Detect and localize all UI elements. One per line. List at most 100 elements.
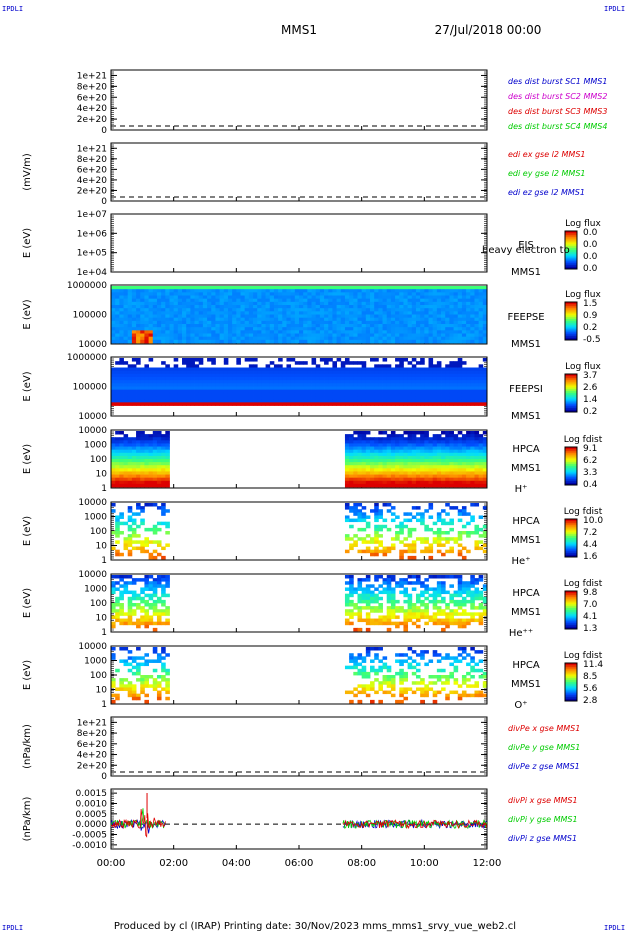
heatmap-cell: [436, 399, 442, 403]
heatmap-cell: [232, 308, 237, 312]
heatmap-cell: [152, 289, 158, 293]
heatmap-cell: [240, 295, 246, 300]
heatmap-cell: [278, 298, 283, 303]
heatmap-cell: [374, 455, 379, 460]
heatmap-cell: [386, 311, 392, 315]
heatmap-cell: [182, 305, 187, 309]
heatmap-cell: [307, 295, 312, 300]
heatmap-cell: [144, 584, 149, 588]
heatmap-cell: [365, 402, 371, 406]
heatmap-cell: [140, 459, 145, 463]
heatmap-cell: [207, 308, 212, 312]
heatmap-cell: [344, 443, 350, 447]
heatmap-cell: [219, 292, 225, 296]
heatmap-cell: [215, 389, 221, 394]
heatmap-cell: [136, 396, 141, 400]
heatmap-cell: [357, 298, 363, 303]
heatmap-cell: [173, 336, 179, 341]
heatmap-cell: [470, 480, 475, 485]
heatmap-cell: [161, 311, 166, 315]
heatmap-cell: [395, 377, 400, 381]
heatmap-cell: [111, 399, 116, 403]
heatmap-cell: [177, 292, 183, 296]
heatmap-cell: [445, 455, 450, 460]
colorbar-cell: [565, 549, 577, 552]
heatmap-cell: [436, 320, 442, 325]
heatmap-cell: [378, 311, 383, 315]
heatmap-cell: [474, 367, 480, 372]
heatmap-cell: [299, 370, 304, 375]
heatmap-cell: [374, 509, 379, 513]
heatmap-cell: [190, 301, 195, 306]
heatmap-cell: [127, 543, 133, 547]
heatmap-cell: [119, 531, 124, 535]
heatmap-cell: [420, 512, 425, 516]
heatmap-cell: [382, 437, 388, 441]
heatmap-cell: [407, 377, 413, 381]
heatmap-cell: [319, 336, 325, 341]
heatmap-cell: [332, 289, 337, 293]
heatmap-cell: [257, 327, 262, 331]
heatmap-cell: [420, 452, 425, 457]
heatmap-cell: [474, 339, 480, 344]
heatmap-cell: [307, 317, 312, 322]
heatmap-cell: [357, 402, 363, 406]
heatmap-cell: [349, 330, 354, 334]
heatmap-cell: [453, 327, 459, 331]
heatmap-cell: [390, 370, 396, 375]
heatmap-cell: [411, 370, 417, 375]
heatmap-cell: [211, 358, 216, 362]
heatmap-cell: [349, 546, 354, 551]
heatmap-cell: [424, 292, 429, 296]
colorbar-cell: [565, 553, 577, 556]
heatmap-cell: [411, 373, 417, 378]
heatmap-cell: [478, 534, 484, 538]
heatmap-cell: [131, 468, 137, 472]
heatmap-cell: [457, 298, 463, 303]
heatmap-cell: [140, 317, 145, 322]
heatmap-cell: [232, 392, 237, 397]
heatmap-cell: [386, 399, 392, 403]
heatmap-cell: [361, 327, 367, 331]
heatmap-cell: [332, 367, 337, 372]
heatmap-cell: [119, 578, 124, 582]
heatmap-cell: [470, 440, 475, 444]
heatmap-cell: [411, 295, 417, 300]
heatmap-cell: [248, 333, 254, 338]
heatmap-cell: [240, 367, 246, 372]
heatmap-cell: [177, 305, 183, 309]
heatmap-cell: [244, 311, 250, 315]
heatmap-cell: [140, 305, 145, 309]
heatmap-cell: [119, 380, 124, 384]
heatmap-cell: [349, 308, 354, 312]
heatmap-cell: [453, 459, 459, 463]
heatmap-cell: [136, 452, 141, 457]
heatmap-cell: [111, 437, 116, 441]
heatmap-cell: [353, 506, 358, 510]
heatmap-cell: [461, 367, 467, 372]
heatmap-cell: [415, 465, 421, 469]
heatmap-cell: [182, 339, 187, 344]
heatmap-cell: [461, 386, 467, 391]
heatmap-cell: [111, 386, 116, 391]
heatmap-cell: [415, 333, 421, 338]
heatmap-cell: [319, 358, 325, 362]
heatmap-cell: [115, 339, 120, 344]
heatmap-cell: [190, 392, 195, 397]
heatmap-cell: [332, 308, 337, 312]
heatmap-cell: [282, 308, 287, 312]
heatmap-cell: [282, 289, 287, 293]
heatmap-cell: [332, 330, 337, 334]
heatmap-cell: [365, 443, 371, 447]
heatmap-cell: [461, 459, 467, 463]
heatmap-cell: [386, 443, 392, 447]
heatmap-cell: [466, 377, 471, 381]
heatmap-cell: [457, 452, 463, 457]
heatmap-cell: [411, 462, 417, 466]
heatmap-cell: [478, 373, 484, 378]
heatmap-cell: [361, 452, 367, 457]
heatmap-cell: [119, 609, 124, 613]
heatmap-cell: [136, 320, 141, 325]
heatmap-cell: [382, 367, 388, 372]
heatmap-cell: [353, 308, 358, 312]
